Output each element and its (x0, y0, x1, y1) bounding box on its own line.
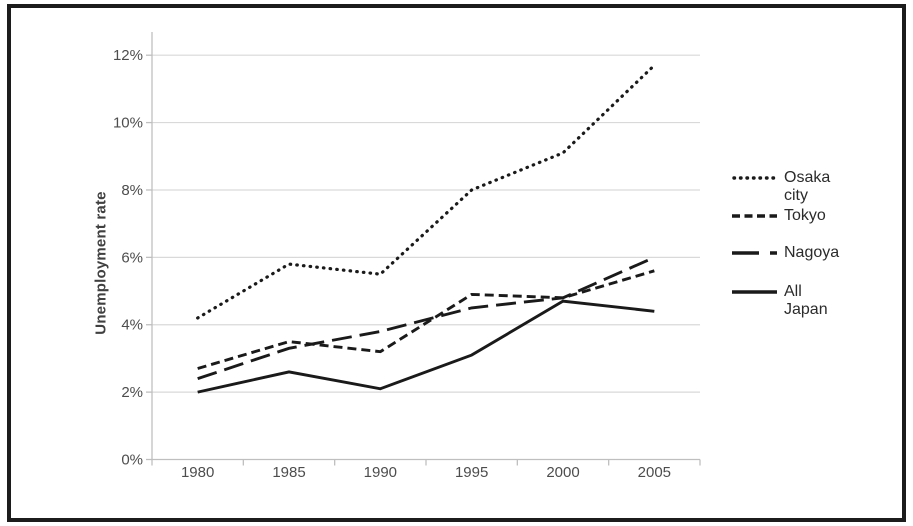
x-tick-label: 2005 (638, 464, 671, 481)
legend-label-osaka-city: Osaka city (784, 169, 831, 204)
legend-label-nagoya: Nagoya (784, 244, 840, 261)
x-tick-label: 1985 (272, 464, 305, 481)
series-line-nagoya (197, 256, 655, 381)
legend-item-all-japan: All Japan (731, 283, 840, 319)
x-tick-label: 1980 (181, 464, 214, 481)
legend-item-osaka-city: Osaka city (731, 169, 840, 205)
series-line-osaka-city (196, 63, 656, 320)
legend-item-tokyo: Tokyo (731, 207, 826, 225)
series-line-all-japan (197, 299, 655, 394)
x-tick-label: 1995 (455, 464, 488, 481)
y-tick-label: 4% (121, 317, 143, 334)
legend-label-all-japan: All Japan (784, 283, 828, 318)
legend-label-tokyo: Tokyo (784, 207, 826, 224)
y-axis-title: Unemployment rate (92, 191, 110, 335)
legend-item-nagoya: Nagoya (731, 244, 839, 262)
series-line-tokyo (197, 269, 655, 370)
y-tick-label: 0% (121, 452, 143, 469)
legend-line-long-dash-icon (732, 251, 777, 255)
figure-border (7, 4, 906, 522)
y-tick-label: 8% (121, 182, 143, 199)
y-tick-label: 12% (113, 47, 143, 64)
legend-line-dashed-icon (732, 214, 777, 218)
y-tick-label: 6% (121, 249, 143, 266)
legend-line-solid-icon (732, 290, 777, 294)
x-tick-label: 1990 (364, 464, 397, 481)
y-tick-label: 2% (121, 384, 143, 401)
x-tick-label: 2000 (546, 464, 579, 481)
y-tick-label: 10% (113, 115, 143, 132)
legend-line-dotted-icon (732, 176, 777, 180)
